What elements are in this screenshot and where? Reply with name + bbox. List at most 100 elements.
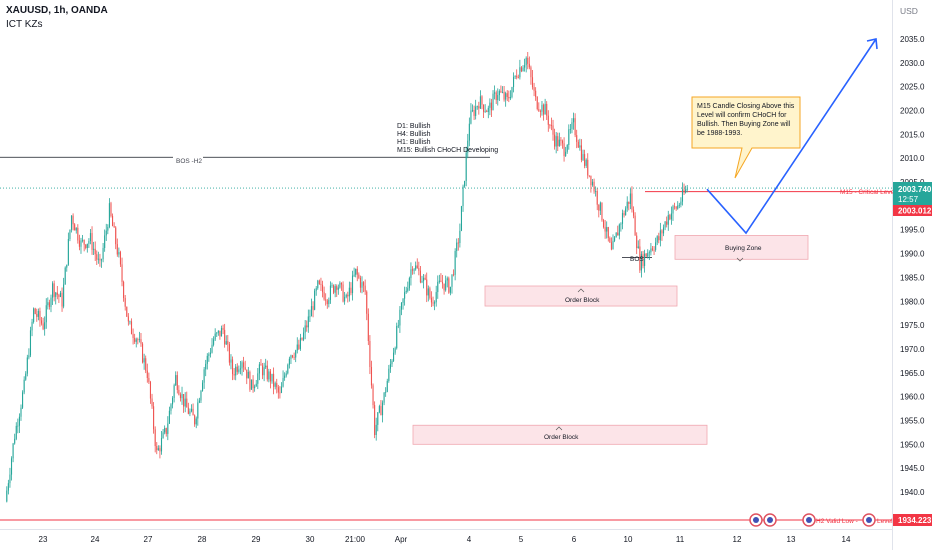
candle-body	[93, 248, 95, 250]
projection-layer	[706, 38, 878, 235]
candle-body	[513, 76, 515, 87]
candle-body	[464, 180, 466, 187]
candle-body	[213, 339, 215, 345]
y-tick-label: 1950.0	[900, 440, 925, 449]
indicator-label[interactable]: ICT KZs	[6, 19, 43, 30]
candle-body	[26, 357, 28, 374]
candle-body	[130, 321, 133, 335]
candle-body	[445, 280, 447, 291]
candle-body	[9, 474, 11, 484]
last-price-value: 2003.740	[898, 185, 932, 194]
candle-body	[66, 264, 68, 268]
candle-body	[503, 92, 505, 100]
candle-body	[397, 325, 399, 327]
candle-body	[520, 67, 522, 72]
candle-body	[418, 268, 420, 271]
h2-valid-low-label: H2 Valid Low -	[816, 518, 858, 525]
bar-countdown: 12:57	[898, 195, 919, 204]
candle-body	[369, 340, 371, 367]
candle-body	[683, 189, 685, 193]
event-icons[interactable]	[749, 513, 876, 527]
candle-body	[172, 397, 174, 405]
candle-body	[82, 239, 84, 241]
candle-body	[661, 230, 663, 234]
candle-body	[345, 294, 347, 297]
bias-line-m15: M15: Bullish CHoCH Developing	[397, 147, 498, 154]
candle-body	[577, 141, 579, 148]
candle-body	[487, 107, 489, 113]
candle-body	[370, 366, 373, 386]
candle-body	[97, 258, 99, 260]
candle-body	[14, 438, 16, 444]
candle-body	[675, 206, 677, 209]
candle-body	[640, 254, 642, 271]
candle-body	[184, 398, 186, 407]
y-tick-label: 1985.0	[900, 273, 925, 282]
candle-body	[561, 140, 564, 144]
candle-body	[497, 95, 499, 101]
last-price-tag-bg	[893, 182, 932, 205]
candle-body	[306, 325, 308, 328]
candle-body	[260, 364, 262, 366]
candle-body	[483, 104, 485, 112]
candle-body	[367, 313, 369, 341]
candle-body	[423, 277, 425, 282]
candle-body	[443, 283, 445, 291]
candle-body	[326, 300, 328, 305]
candle-body	[148, 377, 150, 382]
candle-body	[224, 329, 226, 345]
candle-body	[94, 248, 96, 255]
candle-body	[648, 252, 650, 254]
candle-body	[517, 77, 519, 79]
y-tick-label: 1970.0	[900, 345, 925, 354]
critical-level-label: M15 - Critical Level	[840, 189, 896, 196]
candle-body	[475, 106, 477, 116]
zones-layer	[412, 235, 809, 445]
candle-body	[265, 365, 267, 368]
candle-body	[198, 400, 200, 403]
candle-body	[236, 366, 238, 372]
candle-body	[58, 294, 60, 297]
candle-body	[314, 290, 316, 310]
candle-body	[653, 249, 655, 251]
candle-body	[509, 97, 511, 99]
candle-body	[522, 67, 524, 72]
candle-body	[88, 240, 90, 244]
candle-body	[116, 244, 118, 255]
candle-body	[197, 402, 199, 419]
candle-body	[22, 392, 24, 408]
candle-body	[153, 406, 155, 430]
candle-body	[462, 186, 464, 207]
candle-body	[176, 375, 178, 390]
candle-body	[542, 104, 545, 115]
candle-body	[410, 269, 412, 279]
candle-body	[451, 274, 453, 287]
candle-body	[64, 267, 66, 285]
candle-body	[394, 348, 396, 353]
candle-body	[634, 215, 636, 236]
candle-body	[580, 145, 582, 160]
candle-body	[604, 227, 606, 232]
symbol-title[interactable]: XAUUSD, 1h, OANDA	[6, 5, 108, 16]
callout-note[interactable]: M15 Candle Closing Above this Level will…	[691, 96, 801, 179]
candle-body	[448, 278, 450, 293]
candle-body	[69, 229, 71, 239]
candle-body	[479, 96, 481, 109]
candle-body	[587, 159, 589, 176]
candle-body	[434, 302, 436, 304]
candle-body	[254, 386, 256, 389]
x-tick-label: 13	[787, 535, 796, 544]
candle-body	[454, 251, 456, 275]
candle-body	[156, 446, 158, 451]
candle-body	[146, 370, 148, 378]
candle-body	[383, 392, 385, 403]
y-tick-label: 2015.0	[900, 130, 925, 139]
candle-body	[478, 106, 480, 109]
candle-body	[381, 402, 384, 416]
candle-body	[516, 75, 518, 78]
y-tick-label: 1965.0	[900, 369, 925, 378]
x-tick-label: 21:00	[345, 535, 366, 544]
